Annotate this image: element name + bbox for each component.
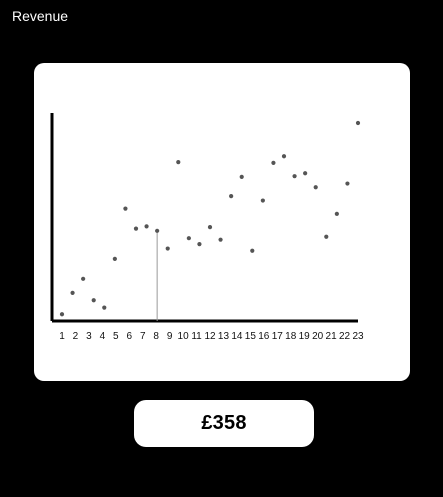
x-tick-label: 10 xyxy=(178,331,190,342)
revenue-value: £358 xyxy=(201,412,247,434)
x-tick-label: 2 xyxy=(73,331,79,342)
scatter-point xyxy=(239,174,244,180)
x-tick-label: 15 xyxy=(245,331,257,342)
scatter-point xyxy=(70,290,75,295)
scatter-point xyxy=(292,174,297,179)
x-tick-label: 3 xyxy=(86,331,92,342)
scatter-point xyxy=(165,246,170,251)
x-tick-label: 7 xyxy=(140,331,146,342)
scatter-point xyxy=(303,171,308,176)
x-tick-label: 4 xyxy=(100,331,106,342)
scatter-point xyxy=(155,228,160,233)
chart-card: 1 2 3 4 5 6 7 8 9 10 11 12 13 14 15 16 17 18 19 20 21 22 23 xyxy=(34,63,410,381)
scatter-point xyxy=(345,181,350,186)
scatter-point xyxy=(250,248,255,253)
x-tick-label: 12 xyxy=(204,331,216,342)
chart-axes xyxy=(50,113,358,323)
scatter-point xyxy=(334,211,339,216)
scatter-point xyxy=(207,225,213,230)
x-tick-label: 5 xyxy=(113,331,119,342)
scatter-point xyxy=(197,242,202,247)
x-tick-label: 8 xyxy=(153,331,159,342)
x-tick-label: 20 xyxy=(312,331,324,342)
scatter-chart: 1 2 3 4 5 6 7 8 9 10 11 12 13 14 15 16 17 18 19 20 21 22 23 xyxy=(50,113,364,342)
x-tick-label: 11 xyxy=(191,331,202,342)
x-tick-label: 1 xyxy=(59,331,65,342)
x-tick-label: 18 xyxy=(285,331,297,342)
x-tick-label: 17 xyxy=(272,331,284,342)
scatter-point xyxy=(91,298,96,303)
scatter-point xyxy=(133,226,139,231)
x-tick-label: 9 xyxy=(167,331,173,342)
x-tick-label: 21 xyxy=(326,331,338,342)
scatter-point xyxy=(355,120,361,126)
scatter-point xyxy=(176,160,181,165)
x-tick-label: 23 xyxy=(352,331,364,342)
scatter-point xyxy=(112,256,117,261)
scatter-point xyxy=(260,198,265,203)
scatter-point xyxy=(81,276,86,281)
scatter-point xyxy=(313,185,318,190)
chart-points xyxy=(59,120,361,317)
scatter-point xyxy=(324,234,329,239)
scatter-point xyxy=(218,237,223,242)
scatter-point xyxy=(271,160,276,165)
value-card: £358 xyxy=(134,400,314,447)
x-tick-label: 19 xyxy=(299,331,311,342)
scatter-point xyxy=(281,154,287,159)
scatter-point xyxy=(123,206,128,211)
scatter-point xyxy=(102,305,107,310)
scatter-point xyxy=(144,224,149,229)
x-tick-label: 16 xyxy=(258,331,270,342)
scatter-point xyxy=(186,236,191,241)
x-tick-label: 22 xyxy=(339,331,351,342)
scatter-point xyxy=(59,312,65,317)
page-title: Revenue xyxy=(12,8,69,24)
x-tick-label: 13 xyxy=(218,331,230,342)
scatter-point xyxy=(229,194,234,199)
x-tick-label: 14 xyxy=(231,331,243,342)
x-tick-label: 6 xyxy=(126,331,132,342)
x-axis-ticks: 1 2 3 4 5 6 7 8 9 10 11 12 13 14 15 16 17 18 19 20 21 22 23 xyxy=(59,331,364,342)
